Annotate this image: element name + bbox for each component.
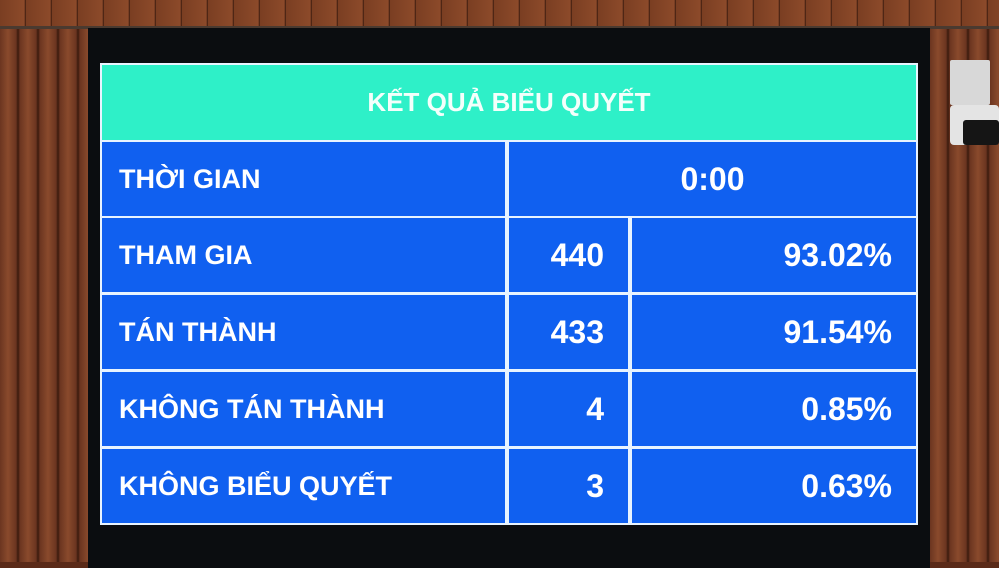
row-percent: 93.02%	[632, 218, 916, 292]
row-label: KHÔNG TÁN THÀNH	[102, 372, 505, 446]
row-percent: 0.85%	[632, 372, 916, 446]
row-percent: 91.54%	[632, 295, 916, 369]
time-value: 0:00	[509, 142, 916, 216]
row-label: THAM GIA	[102, 218, 505, 292]
row-percent: 0.63%	[632, 449, 916, 523]
wood-top-bar	[0, 0, 999, 29]
vote-results-table: KẾT QUẢ BIỂU QUYẾT THỜI GIAN 0:00 THAM G…	[100, 63, 918, 525]
results-title: KẾT QUẢ BIỂU QUYẾT	[102, 65, 916, 140]
time-label: THỜI GIAN	[102, 142, 505, 216]
row-count: 3	[509, 449, 628, 523]
camera-mount	[950, 60, 990, 105]
camera-lens	[963, 120, 999, 145]
row-count: 4	[509, 372, 628, 446]
row-count: 440	[509, 218, 628, 292]
row-label: KHÔNG BIỂU QUYẾT	[102, 449, 505, 523]
row-label: TÁN THÀNH	[102, 295, 505, 369]
wood-panel-left	[0, 0, 88, 562]
row-count: 433	[509, 295, 628, 369]
